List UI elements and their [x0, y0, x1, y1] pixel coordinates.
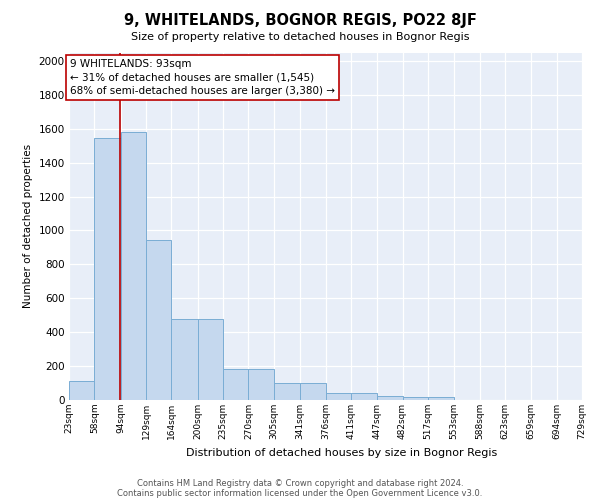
Text: 9 WHITELANDS: 93sqm
← 31% of detached houses are smaller (1,545)
68% of semi-det: 9 WHITELANDS: 93sqm ← 31% of detached ho… — [70, 60, 335, 96]
Bar — [377, 396, 403, 400]
Text: Contains public sector information licensed under the Open Government Licence v3: Contains public sector information licen… — [118, 488, 482, 498]
Bar — [172, 318, 197, 400]
Bar — [248, 370, 274, 400]
Bar — [325, 393, 351, 400]
Y-axis label: Number of detached properties: Number of detached properties — [23, 144, 33, 308]
Text: Size of property relative to detached houses in Bognor Regis: Size of property relative to detached ho… — [131, 32, 469, 42]
Bar — [300, 383, 325, 400]
Bar — [197, 318, 223, 400]
Bar — [146, 240, 172, 400]
Text: Contains HM Land Registry data © Crown copyright and database right 2024.: Contains HM Land Registry data © Crown c… — [137, 478, 463, 488]
Bar — [403, 396, 428, 400]
Bar — [69, 382, 94, 400]
Bar — [274, 383, 300, 400]
Bar — [94, 138, 121, 400]
Bar — [121, 132, 146, 400]
Bar — [223, 370, 248, 400]
Bar — [351, 393, 377, 400]
Text: 9, WHITELANDS, BOGNOR REGIS, PO22 8JF: 9, WHITELANDS, BOGNOR REGIS, PO22 8JF — [124, 12, 476, 28]
Text: Distribution of detached houses by size in Bognor Regis: Distribution of detached houses by size … — [187, 448, 497, 458]
Bar — [428, 398, 454, 400]
